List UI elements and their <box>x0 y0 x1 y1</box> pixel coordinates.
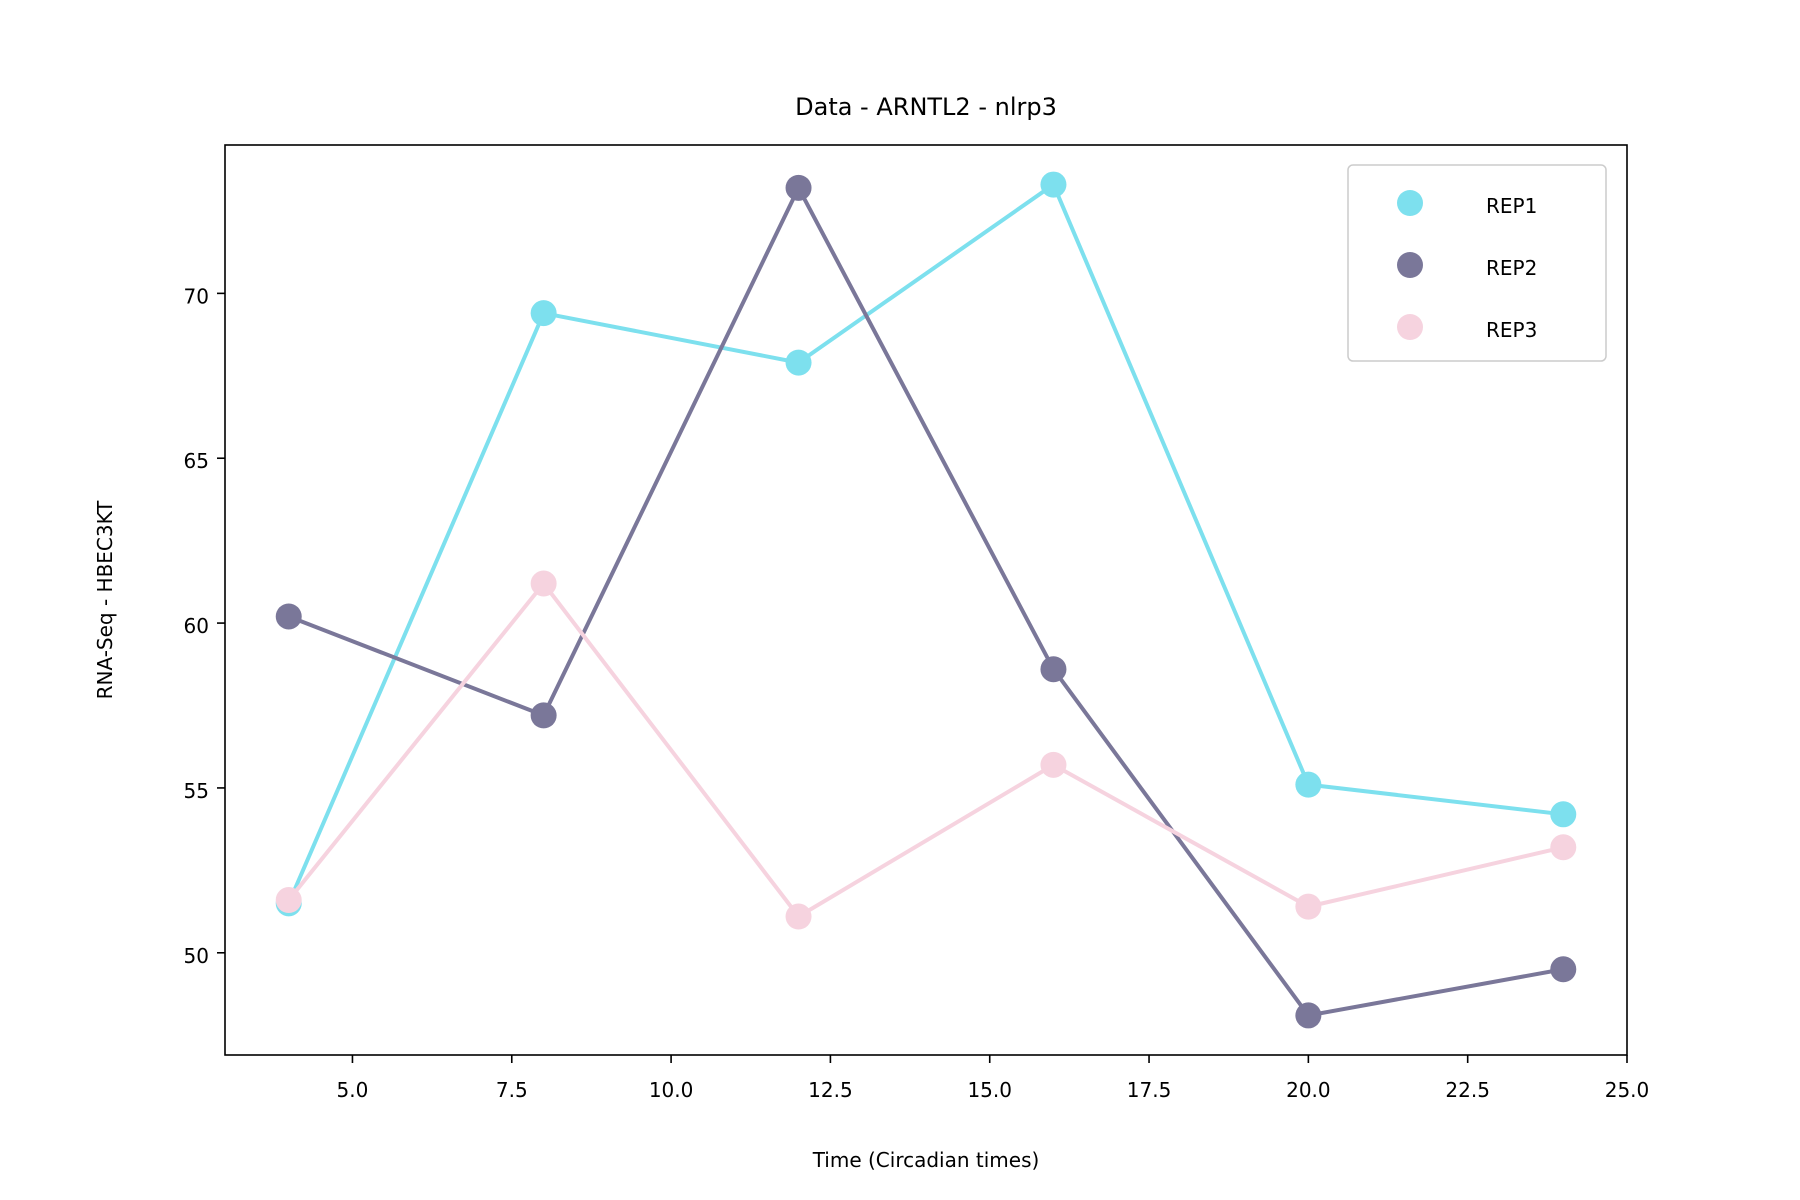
data-point <box>1295 1002 1322 1029</box>
y-tick-label: 65 <box>184 449 209 473</box>
data-point <box>275 887 302 914</box>
x-tick-label: 5.0 <box>337 1078 369 1102</box>
data-point <box>1295 771 1322 798</box>
legend-marker-rep3 <box>1397 314 1423 340</box>
data-point <box>1550 956 1577 983</box>
y-tick-label: 70 <box>184 284 209 308</box>
data-point <box>530 300 557 327</box>
legend-label-rep2: REP2 <box>1486 256 1537 280</box>
legend-box <box>1347 164 1607 362</box>
series-rep2 <box>275 174 1577 1029</box>
data-point <box>1040 656 1067 683</box>
legend-marker-rep2 <box>1397 252 1423 278</box>
data-point <box>785 174 812 201</box>
x-tick-label: 10.0 <box>649 1078 694 1102</box>
legend-label-rep1: REP1 <box>1486 194 1537 218</box>
data-point <box>1040 751 1067 778</box>
plot-series <box>275 171 1577 1029</box>
series-line-rep2 <box>288 185 1564 1018</box>
data-point <box>1550 801 1577 828</box>
legend: REP1 REP2 REP3 <box>1347 164 1607 362</box>
x-axis: 5.0 7.5 10.0 12.5 15.0 17.5 20.0 22.5 25.0 <box>337 1055 1650 1102</box>
x-tick-label: 12.5 <box>808 1078 853 1102</box>
y-tick-label: 60 <box>184 614 209 638</box>
x-tick-label: 15.0 <box>967 1078 1012 1102</box>
series-line-rep3 <box>287 581 1564 919</box>
data-point <box>1040 171 1067 198</box>
data-point <box>785 903 812 930</box>
y-tick-label: 50 <box>184 944 209 968</box>
legend-label-rep3: REP3 <box>1486 318 1537 342</box>
series-line-rep1 <box>286 182 1564 905</box>
x-tick-label: 25.0 <box>1605 1078 1650 1102</box>
plot-frame <box>224 144 1628 1056</box>
x-axis-label: Time (Circadian times) <box>812 1148 1040 1172</box>
x-tick-label: 7.5 <box>496 1078 528 1102</box>
data-point <box>275 603 302 630</box>
x-tick-label: 22.5 <box>1445 1078 1490 1102</box>
data-point <box>1295 893 1322 920</box>
data-point <box>530 570 557 597</box>
y-tick-label: 55 <box>184 779 209 803</box>
y-axis: 50 55 60 65 70 <box>184 284 225 968</box>
x-tick-label: 17.5 <box>1127 1078 1172 1102</box>
series-rep3 <box>275 570 1577 930</box>
data-point <box>1550 834 1577 861</box>
data-point <box>530 702 557 729</box>
legend-marker-rep1 <box>1397 190 1423 216</box>
chart-title: Data - ARNTL2 - nlrp3 <box>795 93 1057 121</box>
y-axis-label: RNA-Seq - HBEC3KT <box>93 500 117 700</box>
x-tick-label: 20.0 <box>1286 1078 1331 1102</box>
data-point <box>785 349 812 376</box>
